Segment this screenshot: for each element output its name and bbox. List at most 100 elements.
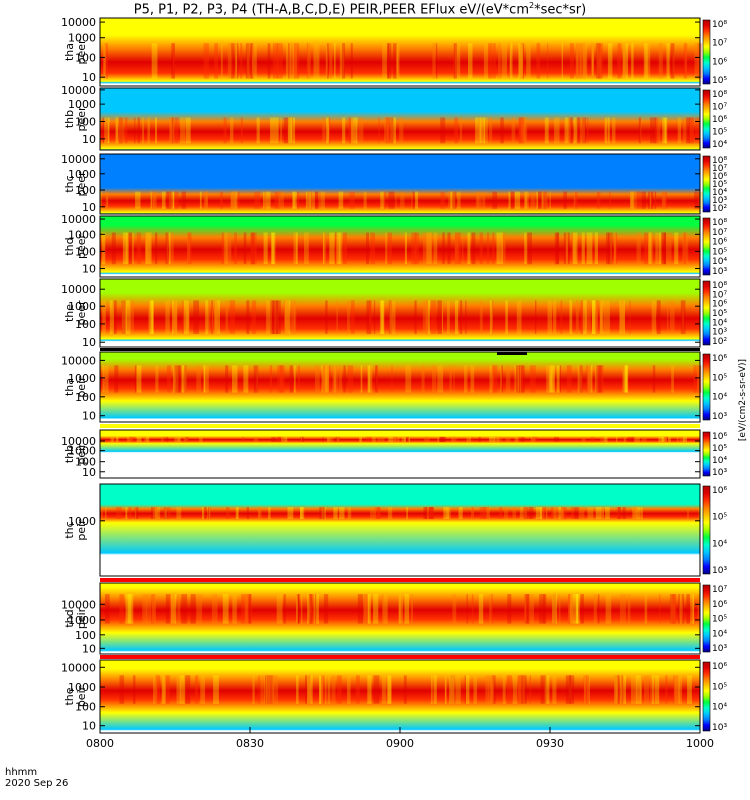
flux-streak xyxy=(679,436,685,442)
flux-streak xyxy=(694,191,700,209)
flux-streak xyxy=(283,594,286,624)
flux-streak xyxy=(169,117,175,144)
colorbar-tick-label: 10³ xyxy=(712,468,727,478)
y-tick-label: 10 xyxy=(82,262,96,275)
flux-streak xyxy=(605,594,612,624)
colorbar-tick-label: 10⁴ xyxy=(712,140,727,150)
flux-streak xyxy=(483,117,488,144)
flux-streak xyxy=(214,43,218,79)
flux-streak xyxy=(314,191,318,209)
flux-streak xyxy=(185,436,189,442)
flux-streak xyxy=(172,300,178,334)
flux-streak xyxy=(390,117,396,144)
flux-streak xyxy=(641,507,643,519)
flux-streak xyxy=(125,594,132,624)
flux-streak xyxy=(173,365,176,393)
flux-streak xyxy=(685,43,687,79)
flux-streak xyxy=(289,117,293,144)
colorbar-tick-label: 10³ xyxy=(712,566,727,576)
flux-streak xyxy=(511,117,516,144)
flux-streak xyxy=(566,365,572,393)
flux-streak xyxy=(227,43,233,79)
flux-streak xyxy=(437,365,444,393)
flux-streak xyxy=(580,594,584,624)
flux-streak xyxy=(363,191,367,209)
flux-streak xyxy=(632,191,637,209)
flux-streak xyxy=(424,436,430,442)
flux-streak xyxy=(104,117,109,144)
flux-streak xyxy=(565,117,569,144)
flux-streak xyxy=(321,675,325,704)
colorbar-tick-label: 10³ xyxy=(712,644,727,654)
flux-streak xyxy=(524,232,528,265)
flux-streak xyxy=(688,117,694,144)
flux-streak xyxy=(426,507,429,519)
flux-streak xyxy=(125,232,129,265)
flux-streak xyxy=(231,43,235,79)
y-tick-label: 1000 xyxy=(68,515,96,528)
flux-streak xyxy=(635,675,642,704)
flux-streak xyxy=(582,43,588,79)
flux-streak xyxy=(493,436,500,442)
flux-streak xyxy=(604,300,610,334)
flux-streak xyxy=(314,594,317,624)
flux-streak xyxy=(242,436,245,442)
flux-streak xyxy=(168,507,171,519)
flux-streak xyxy=(489,436,495,442)
flux-streak xyxy=(581,436,586,442)
flux-streak xyxy=(383,191,386,209)
flux-streak xyxy=(118,117,125,144)
flux-streak xyxy=(379,300,385,334)
flux-streak xyxy=(368,365,373,393)
flux-streak xyxy=(569,43,574,79)
colorbar-tick-label: 10⁵ xyxy=(712,682,727,692)
flux-streak xyxy=(385,117,391,144)
flux-streak xyxy=(285,436,288,442)
flux-streak xyxy=(508,191,511,209)
flux-streak xyxy=(244,594,249,624)
flux-streak xyxy=(304,232,309,265)
flux-streak xyxy=(358,117,364,144)
flux-streak xyxy=(130,300,134,334)
flux-streak xyxy=(170,232,174,265)
flux-streak xyxy=(658,232,662,265)
flux-streak xyxy=(698,507,703,519)
flux-streak xyxy=(308,594,313,624)
flux-streak xyxy=(326,117,329,144)
flux-streak xyxy=(575,43,582,79)
flux-streak xyxy=(519,117,525,144)
flux-streak xyxy=(541,191,544,209)
flux-streak xyxy=(455,675,461,704)
flux-streak xyxy=(505,436,511,442)
flux-streak xyxy=(127,594,134,624)
y-tick-label: 10000 xyxy=(61,661,96,674)
flux-streak xyxy=(347,675,351,704)
flux-streak xyxy=(102,117,105,144)
flux-streak xyxy=(115,117,119,144)
flux-streak xyxy=(548,365,552,393)
flux-streak xyxy=(622,365,626,393)
flux-streak xyxy=(662,191,666,209)
flux-streak xyxy=(649,191,652,209)
flux-streak xyxy=(429,507,433,519)
flux-streak xyxy=(333,507,338,519)
flux-streak xyxy=(575,594,579,624)
flux-streak xyxy=(493,43,496,79)
flux-streak xyxy=(395,191,397,209)
flux-streak xyxy=(199,436,203,442)
flux-streak xyxy=(584,675,586,704)
y-tick-label: 100 xyxy=(75,318,96,331)
flux-streak xyxy=(587,507,594,519)
probe-label: thd xyxy=(63,609,76,627)
flux-streak xyxy=(296,594,298,624)
flux-streak xyxy=(106,191,108,209)
flux-streak xyxy=(300,507,303,519)
flux-streak xyxy=(284,300,289,334)
flux-streak xyxy=(321,507,326,519)
flux-streak xyxy=(516,300,522,334)
flux-streak xyxy=(107,117,110,144)
flux-streak xyxy=(366,232,369,265)
flux-streak xyxy=(323,365,329,393)
flux-streak xyxy=(203,365,206,393)
flux-streak xyxy=(392,43,398,79)
